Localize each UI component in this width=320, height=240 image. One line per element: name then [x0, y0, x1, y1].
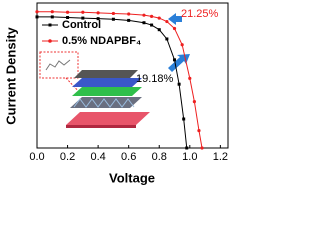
plot-frame — [36, 2, 229, 149]
marker — [142, 13, 146, 17]
device-illustration — [39, 51, 150, 128]
marker — [192, 100, 196, 104]
marker — [111, 11, 115, 16]
marker — [165, 37, 169, 41]
marker — [150, 14, 154, 18]
marker — [96, 11, 100, 15]
marker — [81, 16, 85, 20]
legend-marker — [48, 39, 52, 43]
marker — [142, 21, 146, 25]
x-tick-label: 1.0 — [182, 151, 197, 163]
legend-marker — [48, 23, 52, 27]
marker — [173, 58, 177, 62]
marker — [197, 129, 201, 133]
marker — [200, 146, 204, 150]
y-axis-label: Current Density — [3, 26, 18, 124]
marker — [172, 26, 177, 31]
marker — [150, 23, 154, 27]
marker — [180, 43, 184, 47]
marker — [165, 19, 169, 24]
marker — [35, 10, 39, 14]
annotation: 19.18% — [136, 73, 174, 85]
marker — [111, 17, 115, 21]
marker — [50, 10, 54, 14]
arrows — [168, 13, 190, 72]
legend-label: Control — [62, 19, 101, 31]
marker — [157, 16, 161, 20]
x-tick-label: 1.2 — [213, 151, 228, 163]
marker — [185, 146, 189, 150]
x-tick-label: 0.8 — [152, 151, 167, 163]
x-tick-label: 0.6 — [121, 151, 136, 163]
x-axis-label: Voltage — [109, 170, 155, 185]
annotation: 21.25% — [181, 8, 219, 20]
marker — [177, 82, 181, 86]
marker — [182, 117, 186, 121]
chart: Voltage Current Density 21.25% 19.18% 0.… — [3, 2, 229, 185]
marker — [96, 17, 100, 21]
x-tick-label: 0.0 — [29, 151, 44, 163]
marker — [35, 15, 39, 19]
marker — [65, 10, 70, 14]
marker — [127, 12, 131, 16]
marker — [188, 76, 192, 80]
marker — [127, 18, 131, 22]
marker — [157, 28, 161, 32]
x-tick-label: 0.2 — [60, 151, 75, 163]
x-tick-label: 0.4 — [90, 151, 105, 163]
marker — [66, 16, 70, 19]
legend-label: 0.5% NDAPBF₄ — [62, 35, 141, 47]
marker — [81, 10, 85, 14]
marker — [50, 15, 54, 19]
